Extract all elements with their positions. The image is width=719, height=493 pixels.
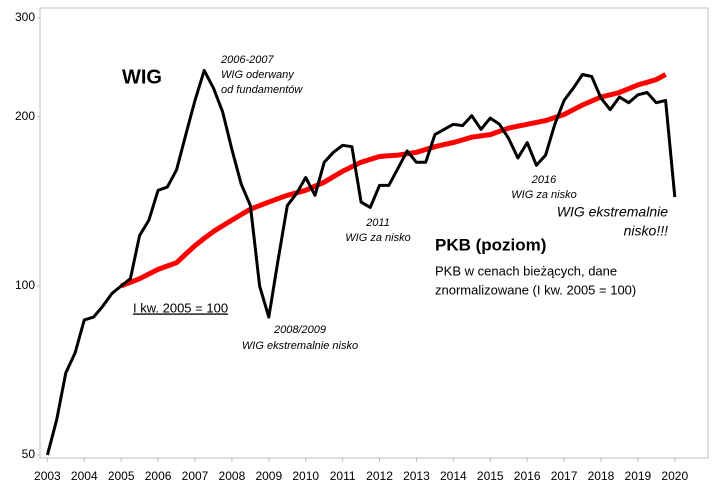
x-tick-label: 2012 — [366, 469, 393, 483]
y-tick-label: 100 — [15, 278, 35, 292]
x-tick-label: 2014 — [440, 469, 467, 483]
annotation: 2011 — [365, 217, 390, 229]
x-tick-label: 2004 — [71, 469, 98, 483]
x-tick-label: 2015 — [477, 469, 504, 483]
annotation: WIG za nisko — [511, 189, 576, 201]
x-tick-label: 2020 — [661, 469, 688, 483]
series-line — [120, 72, 667, 289]
annotation: PKB w cenach bieżących, dane — [435, 263, 617, 278]
annotation: WIG ekstremalnie nisko — [242, 340, 358, 352]
annotation: znormalizowane (I kw. 2005 = 100) — [435, 282, 636, 297]
x-tick-label: 2003 — [34, 469, 61, 483]
annotation: WIG za nisko — [345, 232, 410, 244]
x-tick-label: 2009 — [255, 469, 282, 483]
x-tick-label: 2008 — [219, 469, 246, 483]
annotation: I kw. 2005 = 100 — [133, 300, 228, 315]
series-line — [45, 68, 677, 456]
x-tick-label: 2019 — [625, 469, 652, 483]
x-tick-label: 2018 — [588, 469, 615, 483]
y-tick-label: 50 — [22, 447, 36, 461]
x-tick-label: 2013 — [403, 469, 430, 483]
x-tick-label: 2006 — [145, 469, 172, 483]
x-tick-label: 2017 — [551, 469, 578, 483]
annotation: WIG ekstremalnie — [557, 204, 668, 220]
annotation: 2008/2009 — [273, 324, 326, 336]
legend-label: PKB (poziom) — [435, 235, 546, 254]
x-tick-label: 2007 — [182, 469, 209, 483]
x-tick-label: 2011 — [330, 469, 356, 483]
x-tick-label: 2010 — [292, 469, 319, 483]
y-tick-label: 200 — [15, 109, 35, 123]
legend-label: WIG — [122, 66, 162, 88]
x-tick-label: 2016 — [514, 469, 541, 483]
annotation: WIG oderwany — [221, 69, 295, 81]
annotation: 2016 — [531, 174, 557, 186]
y-tick-label: 300 — [15, 10, 35, 24]
annotation: 2006-2007 — [220, 54, 274, 66]
x-tick-label: 2005 — [108, 469, 135, 483]
plot-frame — [39, 7, 709, 459]
annotation: od fundamentów — [221, 84, 303, 96]
annotation: nisko!!! — [624, 223, 668, 239]
